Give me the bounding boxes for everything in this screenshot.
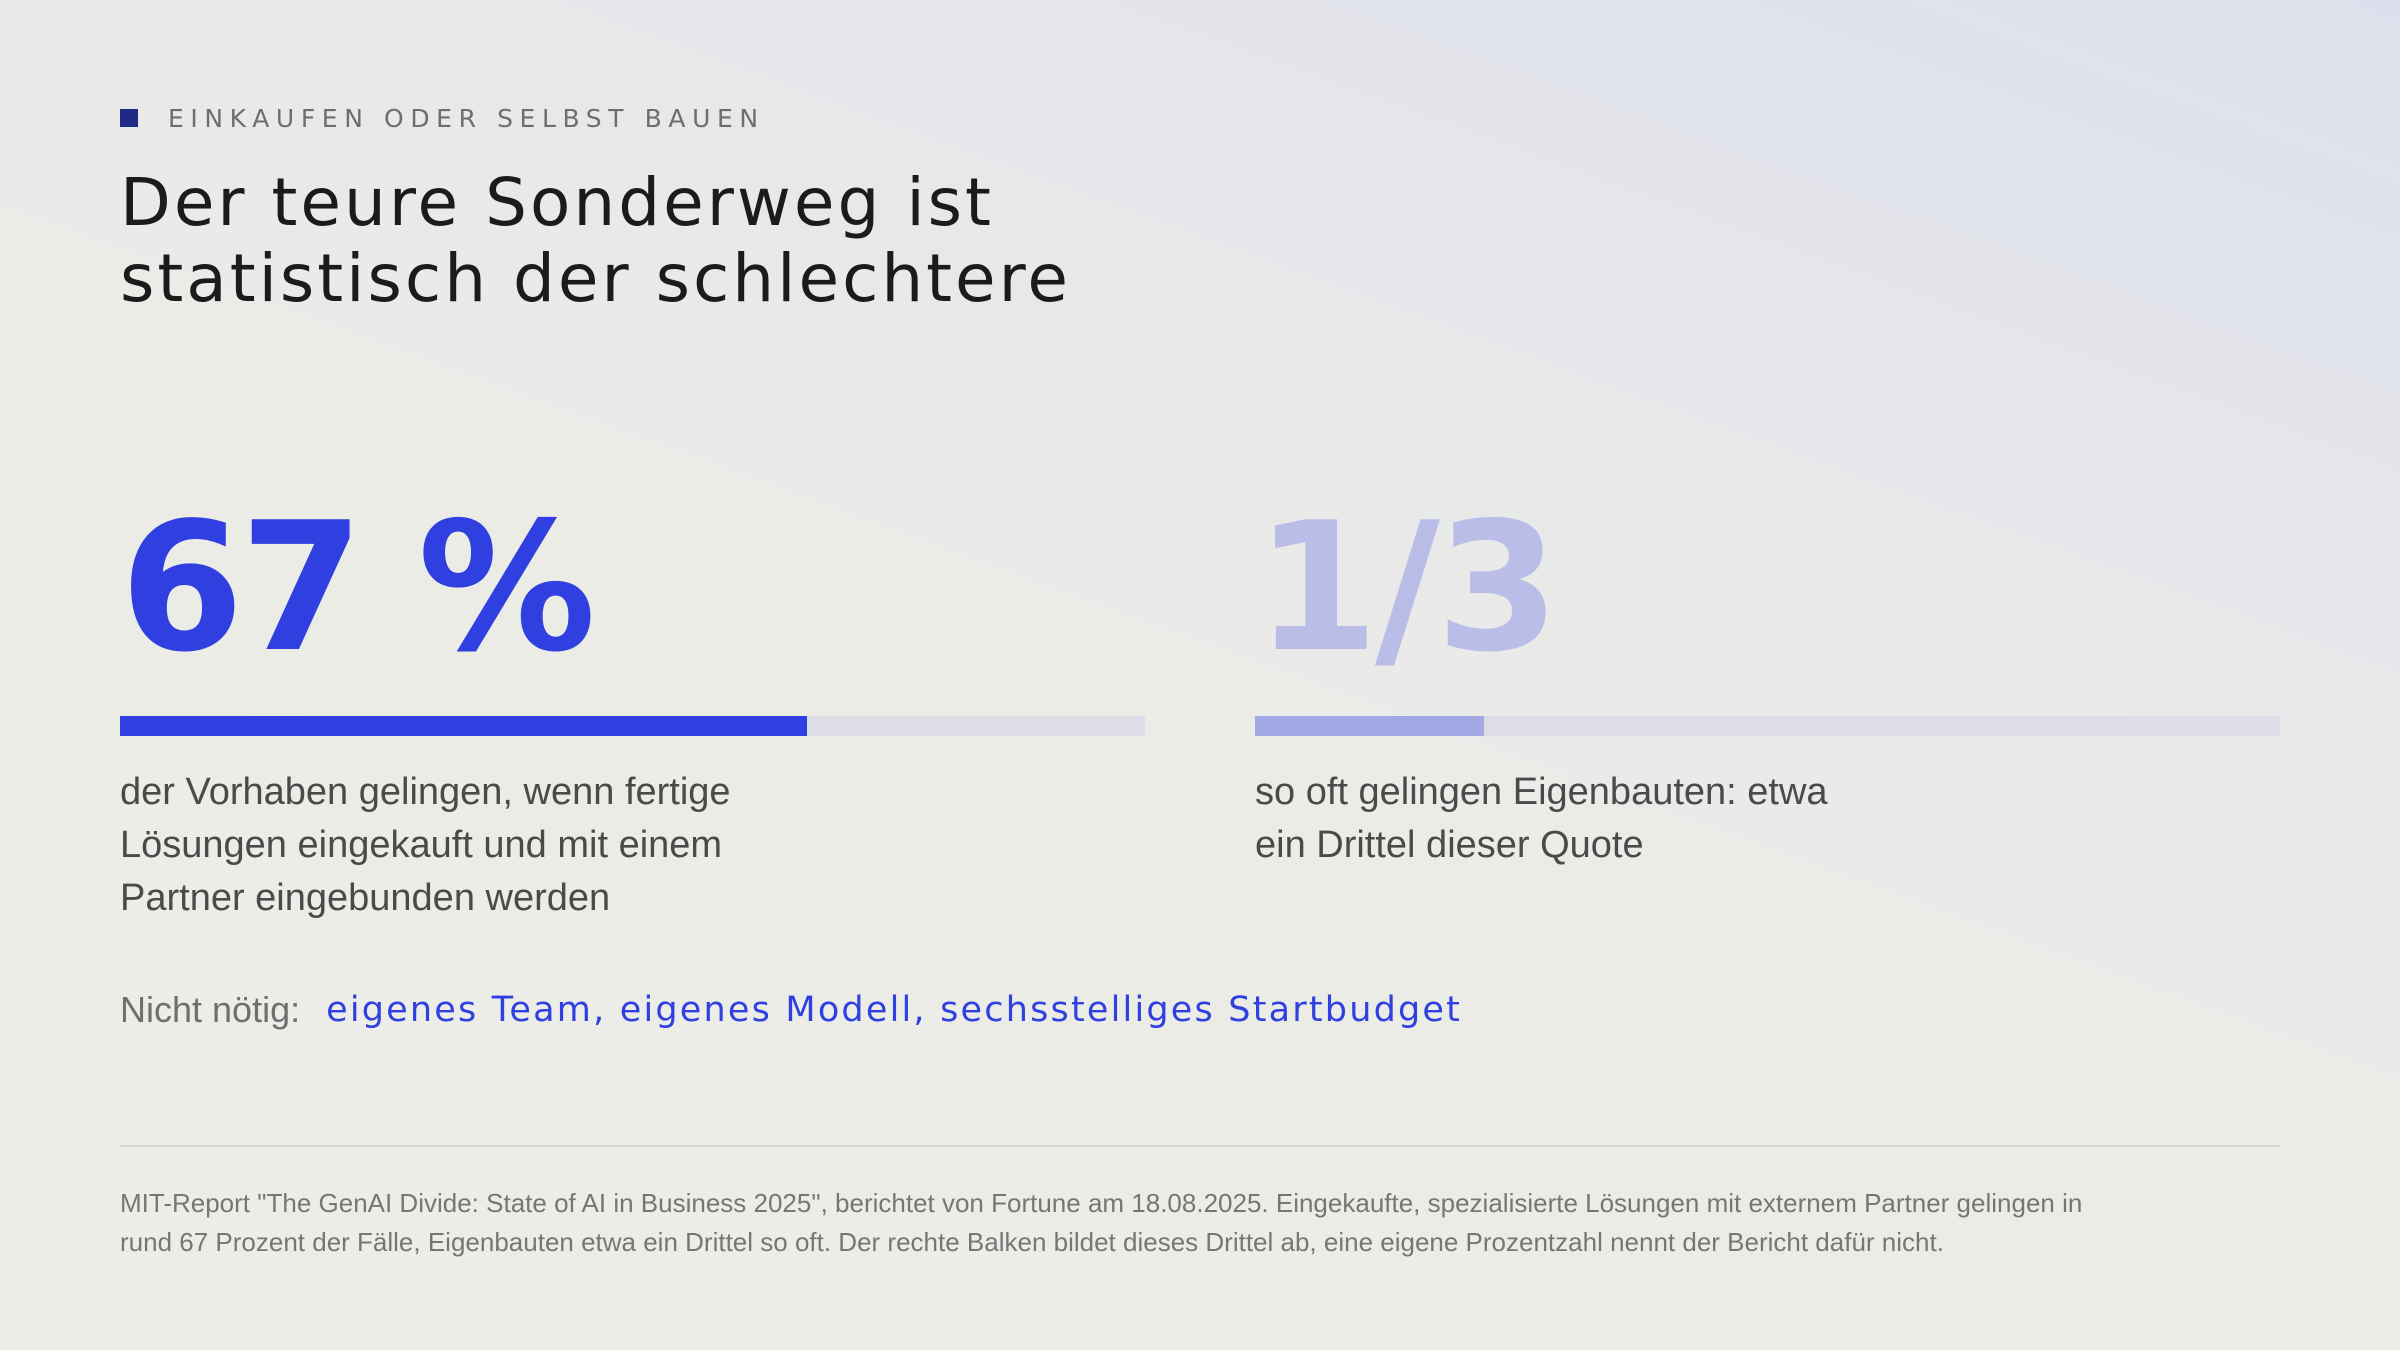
stat-right-description: so oft gelingen Eigenbauten: etwa ein Dr… [1255,766,1828,872]
kicker: EINKAUFEN ODER SELBST BAUEN [120,103,765,133]
stat-right-desc-line: ein Drittel dieser Quote [1255,824,1644,866]
stat-left-desc-line: der Vorhaben gelingen, wenn fertige [120,771,731,813]
divider [120,1145,2280,1147]
stat-left-value: 67 % [120,484,596,691]
stat-right-bar [1255,716,2280,736]
stat-left-bar [120,716,1145,736]
stat-left-description: der Vorhaben gelingen, wenn fertige Lösu… [120,766,731,925]
stat-left-desc-line: Lösungen eingekauft und mit einem [120,824,723,866]
source-line: rund 67 Prozent der Fälle, Eigenbauten e… [120,1227,1944,1257]
title-line-1: Der teure Sonderweg ist [120,164,994,241]
stat-right: 1/3 so oft gelingen Eigenbauten: etwa ei… [1255,484,2280,866]
page-title: Der teure Sonderweg ist statistisch der … [120,165,1071,317]
stat-left-desc-line: Partner eingebunden werden [120,877,611,919]
title-line-2: statistisch der schlechtere [120,240,1071,317]
kicker-text: EINKAUFEN ODER SELBST BAUEN [168,103,765,133]
not-needed-value: eigenes Team, eigenes Modell, sechsstell… [326,990,1463,1030]
not-needed-label: Nicht nötig: [120,989,301,1030]
stat-right-value: 1/3 [1255,484,1560,691]
source-note: MIT-Report "The GenAI Divide: State of A… [120,1184,2290,1262]
stat-left-bar-fill [120,716,807,736]
stat-right-bar-fill [1255,716,1484,736]
stat-right-desc-line: so oft gelingen Eigenbauten: etwa [1255,771,1828,813]
stat-left: 67 % der Vorhaben gelingen, wenn fertige… [120,484,1145,919]
kicker-square-icon [120,109,138,127]
not-needed-row: Nicht nötig: eigenes Team, eigenes Model… [120,985,1462,1035]
source-line: MIT-Report "The GenAI Divide: State of A… [120,1188,2083,1218]
